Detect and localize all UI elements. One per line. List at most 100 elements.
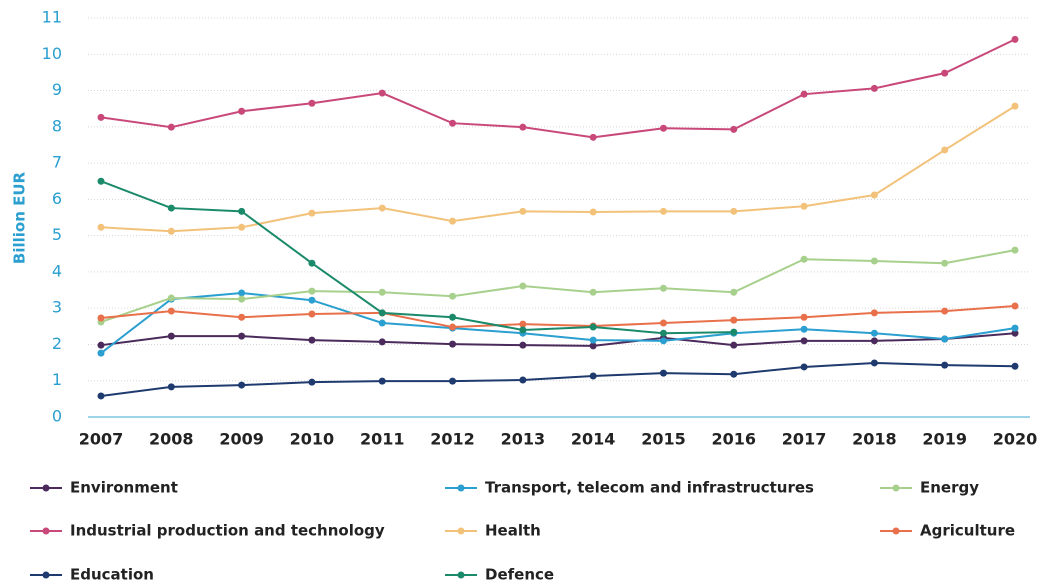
x-tick-label: 2013 [501, 430, 546, 449]
y-tick-label: 0 [52, 407, 62, 426]
data-point [659, 207, 667, 215]
legend-marker [457, 527, 465, 535]
data-point [800, 337, 808, 345]
series-line [100, 291, 1016, 354]
y-tick-label: 7 [52, 153, 62, 172]
data-point [800, 255, 808, 263]
legend-label: Education [70, 566, 154, 584]
data-point [589, 336, 597, 344]
data-point [378, 288, 386, 296]
y-tick-label: 1 [52, 370, 62, 389]
legend-marker [457, 484, 465, 492]
legend-label: Transport, telecom and infrastructures [485, 479, 814, 497]
data-point [167, 294, 175, 302]
legend-marker [892, 484, 900, 492]
y-tick-label: 2 [52, 334, 62, 353]
data-point [449, 340, 457, 348]
y-tick-label: 11 [42, 8, 62, 27]
data-point [941, 361, 949, 369]
data-point [97, 223, 105, 231]
legend-marker [42, 527, 50, 535]
data-point [519, 376, 527, 384]
data-point [730, 207, 738, 215]
series-line [100, 361, 1016, 397]
y-tick-label: 8 [52, 116, 62, 135]
legend-marker [457, 571, 465, 579]
x-tick-label: 2016 [712, 430, 757, 449]
data-point [941, 259, 949, 267]
series-line [100, 180, 734, 335]
data-point [659, 284, 667, 292]
data-point [730, 341, 738, 349]
legend-marker [892, 527, 900, 535]
data-point [238, 381, 246, 389]
data-point [519, 123, 527, 131]
x-tick-label: 2010 [290, 430, 335, 449]
data-point [308, 336, 316, 344]
series-line [100, 305, 1016, 329]
y-tick-label: 9 [52, 80, 62, 99]
x-tick-label: 2018 [852, 430, 897, 449]
data-point [238, 332, 246, 340]
data-point [167, 123, 175, 131]
data-point [449, 377, 457, 385]
data-point [238, 207, 246, 215]
data-point [449, 292, 457, 300]
data-point [870, 257, 878, 265]
data-point [238, 295, 246, 303]
data-point [308, 99, 316, 107]
data-point [870, 337, 878, 345]
data-point [730, 125, 738, 133]
data-point [167, 204, 175, 212]
data-point [97, 341, 105, 349]
data-point [1011, 246, 1019, 254]
data-point [167, 227, 175, 235]
data-point [449, 217, 457, 225]
x-tick-label: 2015 [641, 430, 686, 449]
data-point [519, 320, 527, 328]
data-point [941, 335, 949, 343]
data-point [589, 342, 597, 350]
y-tick-label: 4 [52, 261, 62, 280]
legend-label: Agriculture [920, 522, 1015, 540]
data-point [589, 323, 597, 331]
legend-label: Energy [920, 479, 979, 497]
data-point [800, 325, 808, 333]
data-point [730, 316, 738, 324]
data-point [1011, 302, 1019, 310]
y-axis-label: Billion EUR [11, 171, 29, 264]
data-point [870, 329, 878, 337]
data-point [800, 313, 808, 321]
data-point [167, 332, 175, 340]
data-point [1011, 329, 1019, 337]
data-point [449, 119, 457, 127]
data-point [519, 326, 527, 334]
data-point [659, 337, 667, 345]
y-tick-label: 3 [52, 298, 62, 317]
data-point [97, 177, 105, 185]
data-point [589, 133, 597, 141]
data-point [167, 307, 175, 315]
data-point [589, 372, 597, 380]
series-line [100, 249, 1016, 323]
data-point [378, 204, 386, 212]
data-point [238, 107, 246, 115]
data-point [519, 207, 527, 215]
data-point [870, 84, 878, 92]
data-point [519, 341, 527, 349]
data-point [308, 209, 316, 217]
legend-marker [42, 571, 50, 579]
data-point [800, 90, 808, 98]
data-point [659, 124, 667, 132]
x-tick-label: 2017 [782, 430, 827, 449]
data-point [238, 289, 246, 297]
data-point [378, 319, 386, 327]
series-line [100, 38, 1016, 139]
legend-label: Environment [70, 479, 178, 497]
data-point [97, 349, 105, 357]
data-point [97, 392, 105, 400]
x-tick-label: 2014 [571, 430, 616, 449]
data-point [730, 288, 738, 296]
data-point [941, 307, 949, 315]
x-tick-label: 2011 [360, 430, 405, 449]
